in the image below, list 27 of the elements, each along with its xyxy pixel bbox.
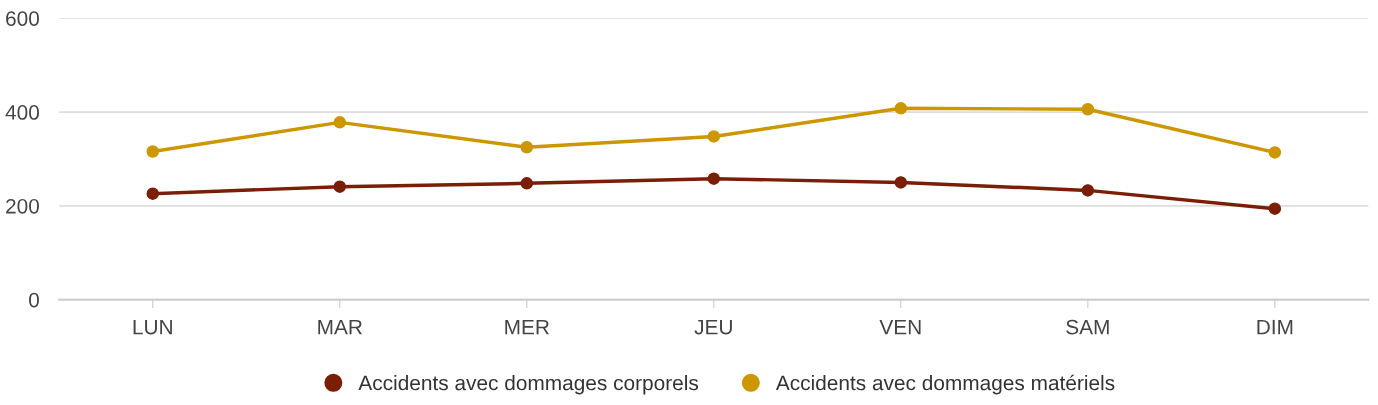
point <box>707 172 721 185</box>
y-tick-label: 0 <box>29 292 39 308</box>
point <box>146 145 160 158</box>
x-tick-label: DIM <box>1257 319 1293 335</box>
point <box>146 187 160 200</box>
point <box>1268 146 1282 159</box>
x-tick-label: LUN <box>133 319 172 335</box>
y-tick-label: 400 <box>5 105 39 120</box>
point <box>1081 184 1095 197</box>
point <box>707 130 721 143</box>
x-tick-label: VEN <box>879 319 921 335</box>
point <box>333 116 347 129</box>
y-tick-label: 200 <box>6 198 39 214</box>
x-tick-label: SAM <box>1066 319 1109 335</box>
x-tick-label: MAR <box>318 319 362 335</box>
x-tick-label: MER <box>505 319 549 335</box>
x-tick-label: JEU <box>694 319 732 335</box>
y-tick-label: 600 <box>6 11 39 26</box>
point <box>1268 202 1282 215</box>
point <box>894 176 908 189</box>
legend-label: Accidents avec dommages matériels <box>775 374 1115 395</box>
point <box>333 180 347 193</box>
point <box>1081 102 1095 116</box>
point <box>894 102 908 115</box>
legend-label: Accidents avec dommages corporels <box>358 374 699 395</box>
point <box>520 140 534 154</box>
point <box>520 177 534 190</box>
